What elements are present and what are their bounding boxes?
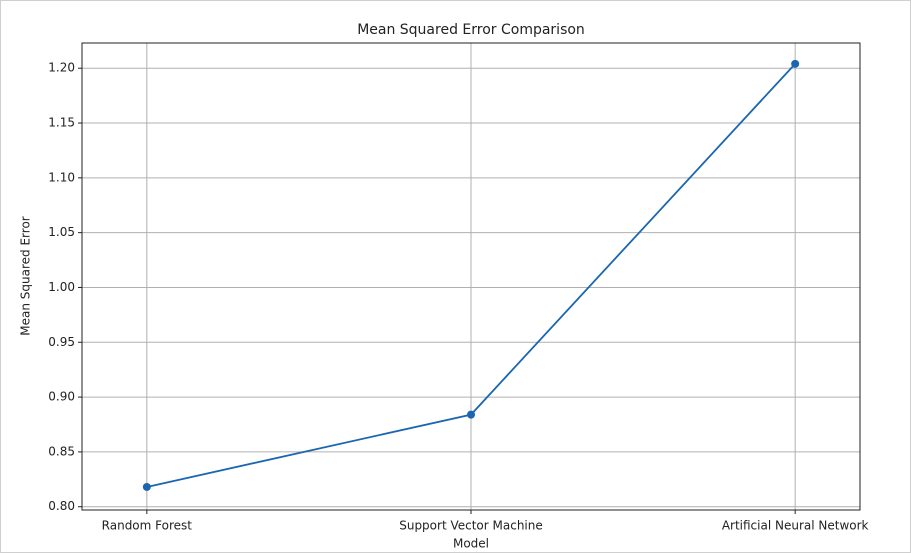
- y-tick-label: 1.10: [48, 170, 75, 184]
- x-tick-label: Random Forest: [102, 519, 193, 533]
- y-tick-label: 0.85: [48, 444, 75, 458]
- y-tick-label: 0.90: [48, 390, 75, 404]
- x-axis-label: Model: [453, 537, 489, 551]
- y-tick-label: 1.05: [48, 225, 75, 239]
- point: [142, 482, 151, 491]
- plot-frame: [81, 42, 861, 511]
- y-tick-label: 0.95: [48, 335, 75, 349]
- y-axis-label: Mean Squared Error: [19, 216, 33, 336]
- y-tick-label: 0.80: [48, 499, 75, 513]
- point: [467, 410, 475, 419]
- y-tick-label: 1.15: [48, 116, 75, 130]
- x-tick-label: Support Vector Machine: [399, 519, 543, 533]
- y-tick-label: 1.00: [48, 280, 75, 294]
- point: [791, 59, 800, 68]
- chart-title: Mean Squared Error Comparison: [357, 22, 585, 38]
- y-tick-label: 1.20: [48, 61, 75, 75]
- x-tick-label: Artificial Neural Network: [722, 519, 869, 533]
